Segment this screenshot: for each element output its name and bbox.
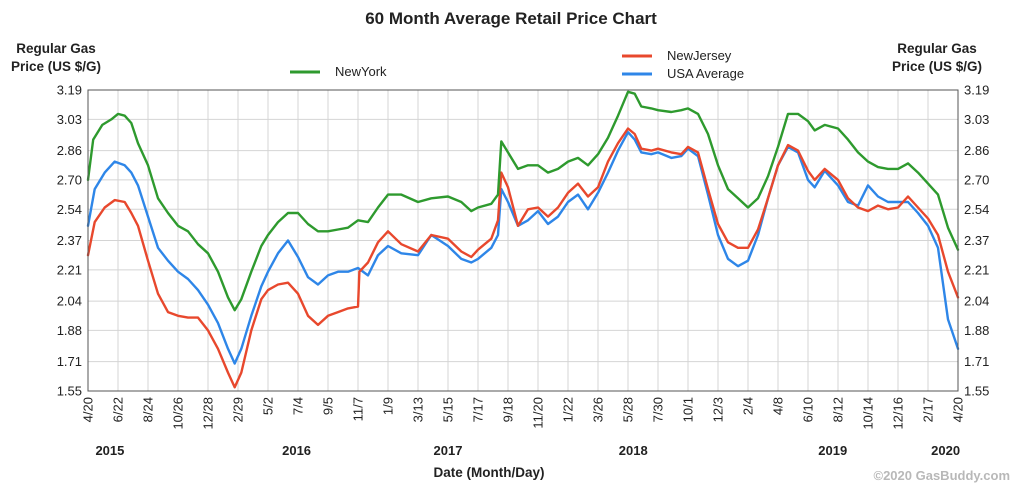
y-tick-labels-left: 3.19 3.03 2.86 2.70 2.54 2.37 2.21 2.04 1.88 1.71…	[57, 83, 82, 399]
x-tick-label: 2/4	[741, 397, 756, 415]
y-tick-label-right: 1.71	[964, 354, 989, 369]
y-tick-label-left: 3.19	[57, 83, 82, 98]
y-tick-label-right: 1.88	[964, 323, 989, 338]
y-tick-label-left: 1.55	[57, 384, 82, 399]
y-axis-title-right-line1: Regular Gas	[897, 41, 977, 56]
x-tick-label: 8/24	[141, 397, 156, 422]
x-tick-labels: 4/20 6/22 8/24 10/26 12/28 2/29 5/2 7/4 9/5 11/7 1…	[81, 397, 966, 430]
x-tick-label: 1/22	[561, 397, 576, 422]
x-tick-label: 9/18	[501, 397, 516, 422]
year-label: 2020	[931, 443, 960, 458]
y-axis-title-left-line2: Price (US $/G)	[11, 59, 101, 74]
y-tick-label-left: 2.86	[57, 143, 82, 158]
legend: NewYork NewJersey USA Average	[290, 48, 744, 81]
x-tick-label: 7/30	[651, 397, 666, 422]
series-line-newyork	[86, 90, 960, 312]
y-tick-label-right: 3.03	[964, 112, 989, 127]
y-tick-label-left: 1.88	[57, 323, 82, 338]
y-tick-label-right: 2.70	[964, 172, 989, 187]
y-tick-label-left: 2.21	[57, 262, 82, 277]
year-label: 2018	[619, 443, 648, 458]
y-tick-label-left: 2.70	[57, 172, 82, 187]
plot-border	[87, 89, 959, 392]
y-tick-label-left: 3.03	[57, 112, 82, 127]
y-tick-label-right: 2.04	[964, 294, 989, 309]
x-tick-label: 4/20	[81, 397, 96, 422]
x-tick-label: 4/8	[771, 397, 786, 415]
x-tick-label: 12/3	[711, 397, 726, 422]
x-tick-label: 4/20	[951, 397, 966, 422]
x-tick-label: 6/22	[111, 397, 126, 422]
x-axis-title: Date (Month/Day)	[434, 465, 545, 480]
x-tick-label: 12/16	[891, 397, 906, 430]
year-label: 2017	[434, 443, 463, 458]
x-tick-label: 10/26	[171, 397, 186, 430]
x-tick-label: 2/17	[921, 397, 936, 422]
y-gridlines	[88, 118, 958, 363]
x-tick-label: 11/20	[531, 397, 546, 429]
x-tick-label: 7/17	[471, 397, 486, 422]
y-tick-label-left: 2.54	[57, 202, 82, 217]
chart-title: 60 Month Average Retail Price Chart	[365, 9, 657, 28]
x-tick-label: 5/15	[441, 397, 456, 422]
y-tick-label-right: 2.21	[964, 262, 989, 277]
x-tick-label: 10/14	[861, 397, 876, 430]
x-tick-label: 9/5	[321, 397, 336, 415]
y-tick-label-right: 1.55	[964, 384, 989, 399]
x-tick-label: 5/2	[261, 397, 276, 415]
x-tick-label: 3/13	[411, 397, 426, 422]
legend-label-newyork: NewYork	[335, 64, 387, 79]
series-line-usa-average	[86, 131, 960, 365]
x-tick-label: 7/4	[291, 397, 306, 415]
series-line-newjersey	[86, 127, 960, 389]
y-tick-label-left: 2.04	[57, 294, 82, 309]
x-tick-label: 3/26	[591, 397, 606, 422]
y-tick-label-right: 2.86	[964, 143, 989, 158]
year-label: 2015	[95, 443, 124, 458]
y-axis-title-right-line2: Price (US $/G)	[892, 59, 982, 74]
year-label: 2019	[818, 443, 847, 458]
x-tick-label: 12/28	[201, 397, 216, 430]
x-tick-label: 8/12	[831, 397, 846, 422]
y-axis-title-left-line1: Regular Gas	[16, 41, 96, 56]
legend-label-newjersey: NewJersey	[667, 48, 732, 63]
series-lines	[86, 90, 960, 389]
y-tick-label-left: 1.71	[57, 354, 82, 369]
y-tick-label-right: 2.54	[964, 202, 989, 217]
x-tick-label: 5/28	[621, 397, 636, 422]
y-tick-label-left: 2.37	[57, 233, 82, 248]
y-tick-label-right: 2.37	[964, 233, 989, 248]
x-tick-label: 2/29	[231, 397, 246, 422]
gasbuddy-credit: ©2020 GasBuddy.com	[874, 468, 1011, 483]
x-tick-label: 10/1	[681, 397, 696, 422]
year-labels: 2015 2016 2017 2018 2019 2020	[95, 443, 960, 458]
y-tick-label-right: 3.19	[964, 83, 989, 98]
y-tick-labels-right: 3.19 3.03 2.86 2.70 2.54 2.37 2.21 2.04 1.88 1.71…	[964, 83, 989, 399]
x-tick-label: 6/10	[801, 397, 816, 422]
legend-label-usa-average: USA Average	[667, 66, 744, 81]
x-tick-label: 11/7	[351, 397, 366, 421]
x-tick-label: 1/9	[381, 397, 396, 415]
year-label: 2016	[282, 443, 311, 458]
